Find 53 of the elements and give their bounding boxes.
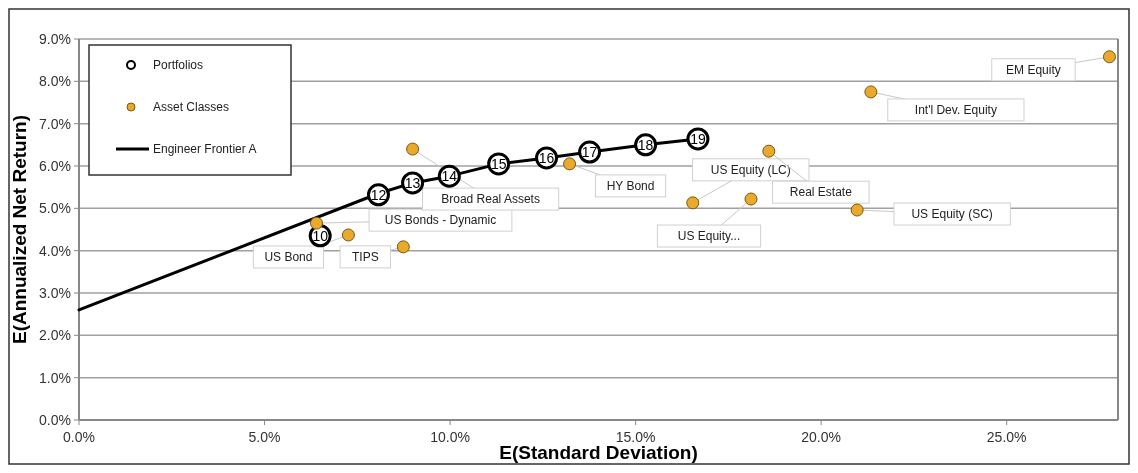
x-tick-label: 15.0% <box>615 429 656 445</box>
point <box>686 196 700 210</box>
legend-label: Portfolios <box>153 58 204 72</box>
y-tick-label: 0.0% <box>39 412 71 428</box>
annotation: 18 <box>637 136 654 153</box>
annotation: Int'l Dev. Equity <box>914 102 997 117</box>
annotation: US Equity (SC) <box>911 207 993 222</box>
annotation: HY Bond <box>606 178 655 193</box>
y-tick-label: 3.0% <box>39 285 71 301</box>
point <box>1102 50 1116 64</box>
annotation: 14 <box>441 168 458 185</box>
point <box>406 142 420 156</box>
point <box>309 216 323 230</box>
y-tick-label: 6.0% <box>39 158 71 174</box>
x-tick-label: 0.0% <box>63 429 95 445</box>
x-axis-title: E(Standard Deviation) <box>499 442 698 463</box>
y-axis-title: E(Annualized Net Return) <box>9 114 30 345</box>
annotation: US Bond <box>264 250 313 264</box>
annotation: US Bonds - Dynamic <box>384 213 497 228</box>
annotation: 16 <box>538 149 555 166</box>
x-tick-label: 10.0% <box>430 429 470 445</box>
annotation: 15 <box>490 155 507 172</box>
annotation: 10 <box>312 227 329 244</box>
legend-label: Asset Classes <box>153 100 230 114</box>
annotation: 19 <box>690 130 706 147</box>
x-tick-label: 5.0% <box>248 429 281 445</box>
point <box>850 203 864 217</box>
x-tick-label: 25.0% <box>986 429 1027 445</box>
annotation: TIPS <box>351 249 379 264</box>
annotation: Real Estate <box>789 185 853 200</box>
point <box>396 240 410 254</box>
annotation: 13 <box>404 174 421 191</box>
annotation: US Equity... <box>677 229 741 244</box>
point <box>744 192 758 206</box>
y-tick-label: 8.0% <box>39 73 71 90</box>
point <box>762 144 776 158</box>
annotation: 12 <box>370 186 387 203</box>
point <box>341 228 355 242</box>
annotation: 17 <box>581 144 598 161</box>
point <box>864 85 878 99</box>
y-tick-label: 9.0% <box>39 31 71 47</box>
y-tick-label: 2.0% <box>39 327 71 344</box>
y-tick-label: 1.0% <box>39 369 71 386</box>
legend-label: Engineer Frontier A <box>153 142 257 156</box>
callout-box: US Equity... <box>656 198 762 248</box>
annotation: EM Equity <box>1006 62 1061 77</box>
y-tick-label: 4.0% <box>39 242 71 259</box>
annotation: US Equity (LC) <box>710 162 791 177</box>
annotation: Broad Real Assets <box>441 192 540 207</box>
y-tick-label: 5.0% <box>39 200 71 217</box>
point <box>563 157 577 171</box>
x-tick-label: 20.0% <box>801 429 841 445</box>
y-tick-label: 7.0% <box>39 115 71 132</box>
